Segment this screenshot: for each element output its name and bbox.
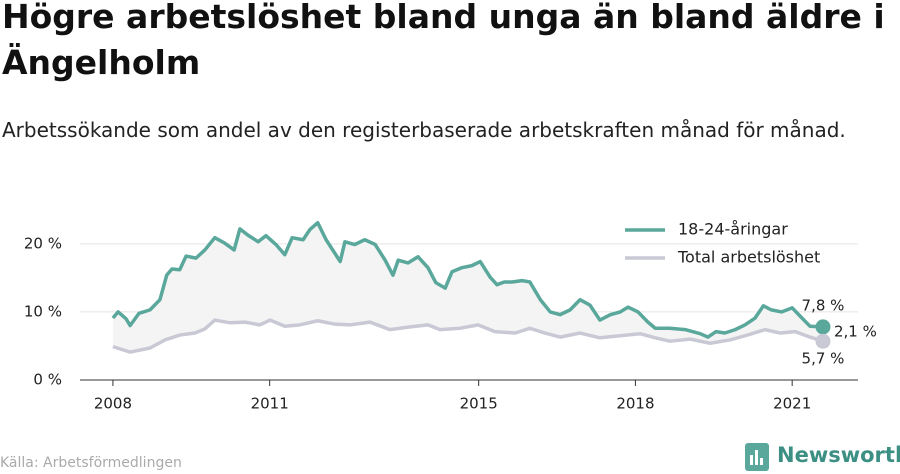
- legend-label: Total arbetslöshet: [677, 248, 820, 267]
- series-line: [112, 318, 824, 354]
- source: Källa: Arbetsförmedlingen: [0, 455, 182, 471]
- end-point: [815, 333, 831, 349]
- y-tick-label: 0 %: [33, 371, 62, 389]
- x-tick-label: 2021: [773, 395, 811, 413]
- end-label: 5,7 %: [802, 350, 845, 368]
- brand: Newsworthy: [777, 443, 900, 467]
- y-tick-label: 10 %: [24, 302, 62, 320]
- x-tick-label: 2018: [616, 395, 654, 413]
- chart-title: Högre arbetslöshet bland unga än bland ä…: [2, 0, 885, 82]
- end-label: 7,8 %: [802, 296, 845, 314]
- end-point: [815, 319, 831, 335]
- legend-label: 18-24-åringar: [678, 220, 788, 239]
- series-line: [111, 220, 824, 339]
- brand-logo: [745, 443, 769, 471]
- chart-subtitle: Arbetssökande som andel av den registerb…: [2, 118, 846, 142]
- x-tick-label: 2015: [460, 395, 498, 413]
- x-tick-label: 2008: [94, 395, 132, 413]
- y-tick-label: 20 %: [24, 234, 62, 252]
- difference-label: 2,1 %: [834, 323, 877, 341]
- x-tick-label: 2011: [251, 395, 289, 413]
